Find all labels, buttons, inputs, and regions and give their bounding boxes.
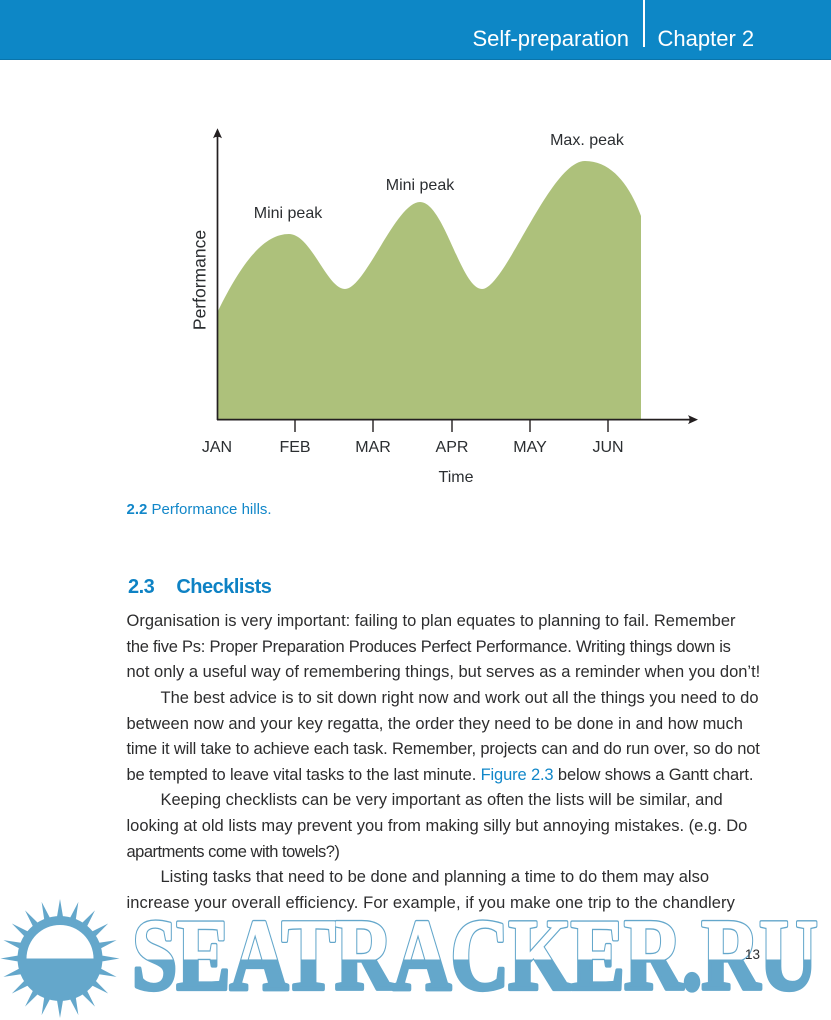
svg-text:SEATRACKER.RU: SEATRACKER.RU bbox=[132, 899, 817, 1012]
svg-text:MAR: MAR bbox=[355, 439, 391, 456]
svg-text:SEATRACKER.RU: SEATRACKER.RU bbox=[132, 899, 817, 1012]
svg-text:JUN: JUN bbox=[592, 439, 623, 456]
svg-text:APR: APR bbox=[436, 439, 469, 456]
svg-text:JAN: JAN bbox=[202, 439, 232, 456]
svg-text:Time: Time bbox=[439, 469, 474, 486]
svg-text:Mini peak: Mini peak bbox=[254, 205, 323, 222]
svg-text:FEB: FEB bbox=[279, 439, 310, 456]
svg-text:Performance: Performance bbox=[190, 230, 210, 330]
svg-text:Mini peak: Mini peak bbox=[386, 177, 455, 194]
svg-text:MAY: MAY bbox=[513, 439, 547, 456]
svg-text:Max. peak: Max. peak bbox=[550, 132, 625, 149]
